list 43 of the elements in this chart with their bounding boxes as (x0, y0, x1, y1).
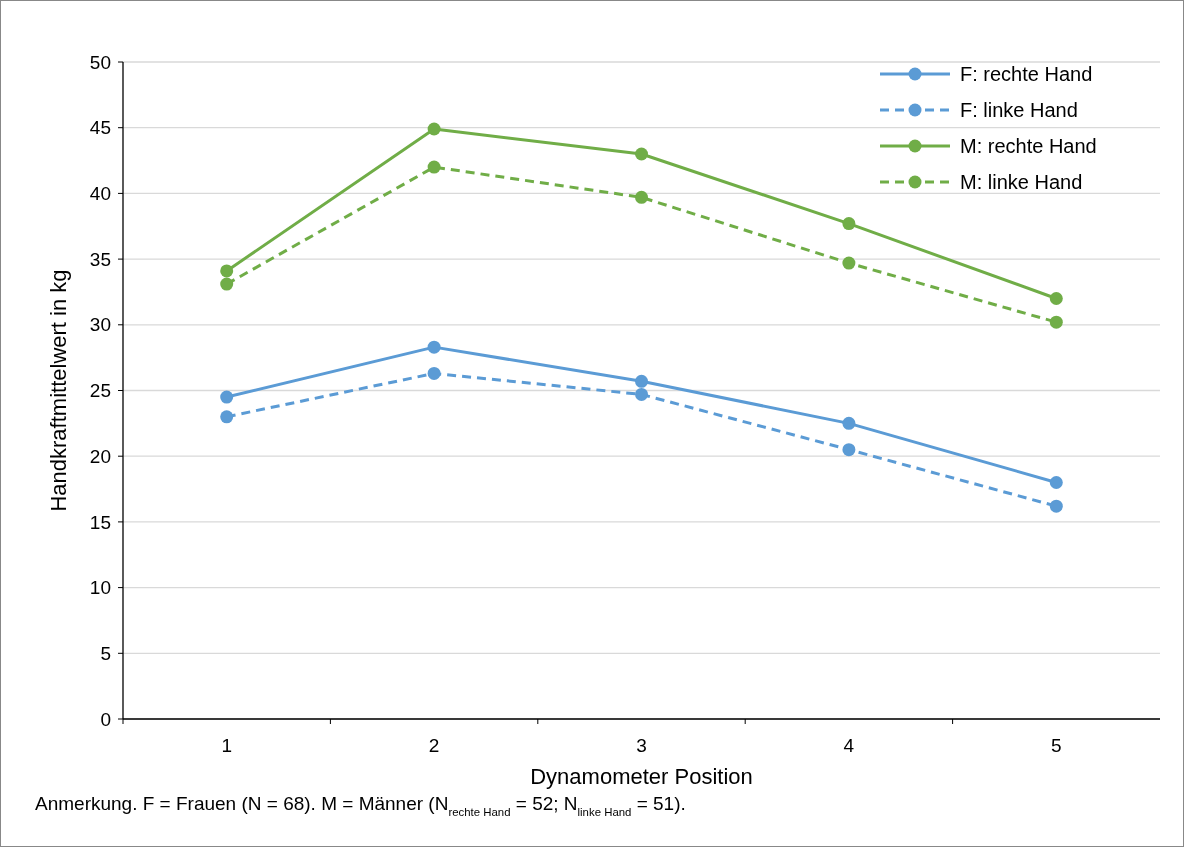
x-tick-label: 4 (843, 735, 855, 756)
x-tick-label: 5 (1051, 735, 1062, 756)
point (427, 122, 441, 136)
point (842, 416, 856, 430)
point (220, 277, 234, 291)
point (220, 264, 234, 278)
y-tick-label: 50 (89, 51, 111, 73)
legend-label: M: rechte Hand (960, 135, 1097, 157)
point (635, 387, 648, 401)
legend-label: F: rechte Hand (960, 63, 1093, 85)
point (427, 340, 441, 354)
y-tick-label: 45 (89, 117, 111, 139)
point (427, 160, 441, 174)
point (635, 190, 648, 204)
y-tick-label: 0 (100, 708, 111, 730)
point (842, 443, 856, 457)
text: Anmerkung. F = Frauen (N = 68). M = Männer (N$_{rechte Hand}$ = 52; N$_{linke Hand}$ = 51). (35, 793, 686, 818)
y-tick-label: 35 (89, 248, 111, 270)
y-tick-label: 5 (100, 642, 111, 664)
y-tick-label: 20 (89, 445, 111, 467)
y-tick-label: 10 (89, 577, 111, 599)
point (842, 217, 856, 231)
x-tick-label: 1 (221, 735, 232, 756)
y-axis-title: Handkraftmittelwert in kg (46, 269, 71, 512)
x-tick-label: 3 (636, 735, 647, 756)
point (635, 147, 648, 161)
point (635, 374, 648, 388)
point (842, 256, 856, 270)
point (220, 410, 234, 424)
point (1049, 499, 1063, 513)
point (1049, 475, 1063, 489)
point (1049, 315, 1063, 329)
x-tick-label: 2 (428, 735, 440, 756)
point (427, 366, 441, 380)
x-axis-title: Dynamometer Position (530, 764, 753, 789)
y-tick-label: 40 (89, 183, 111, 205)
point (1049, 292, 1063, 306)
y-tick-label: 25 (89, 380, 111, 402)
y-tick-label: 30 (89, 314, 111, 336)
legend-label: F: linke Hand (960, 99, 1078, 121)
point (220, 390, 234, 404)
y-tick-label: 15 (89, 511, 111, 533)
legend-label: M: linke Hand (960, 171, 1083, 193)
